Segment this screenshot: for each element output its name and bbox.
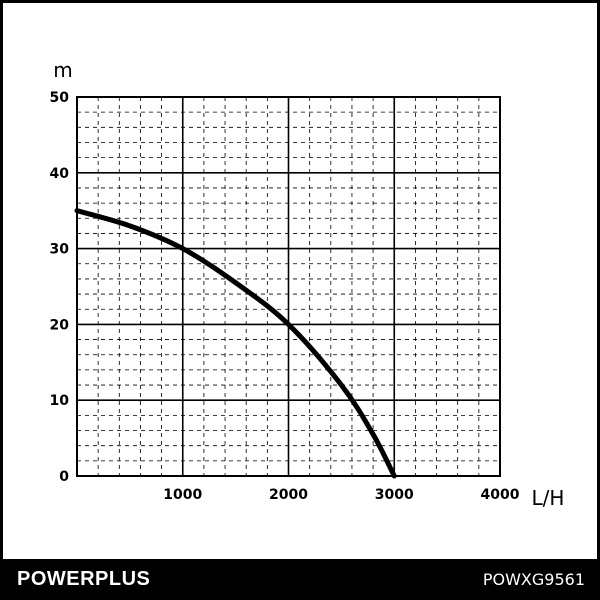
plot-border xyxy=(76,96,501,477)
footer-bar: POWERPLUS POWXG9561 xyxy=(3,559,597,597)
x-tick-label: 3000 xyxy=(375,487,414,503)
brand-name: POWERPLUS xyxy=(17,568,151,590)
y-tick-label: 0 xyxy=(59,469,69,485)
model-number: POWXG9561 xyxy=(482,570,585,589)
y-tick-label: 20 xyxy=(50,317,70,333)
y-axis-unit-label: m xyxy=(53,58,72,82)
pump-performance-chart: 0 10 20 30 40 50 1000 2000 3000 4000 m L/H xyxy=(50,58,565,510)
x-tick-label: 2000 xyxy=(269,487,308,503)
y-tick-label: 40 xyxy=(50,166,70,182)
x-tick-label: 4000 xyxy=(481,487,520,503)
y-tick-label: 10 xyxy=(50,393,70,409)
x-tick-label: 1000 xyxy=(163,487,202,503)
y-tick-label: 50 xyxy=(50,90,70,106)
x-axis-unit-label: L/H xyxy=(532,486,565,510)
y-tick-label: 30 xyxy=(50,242,70,258)
performance-curve xyxy=(74,208,397,479)
